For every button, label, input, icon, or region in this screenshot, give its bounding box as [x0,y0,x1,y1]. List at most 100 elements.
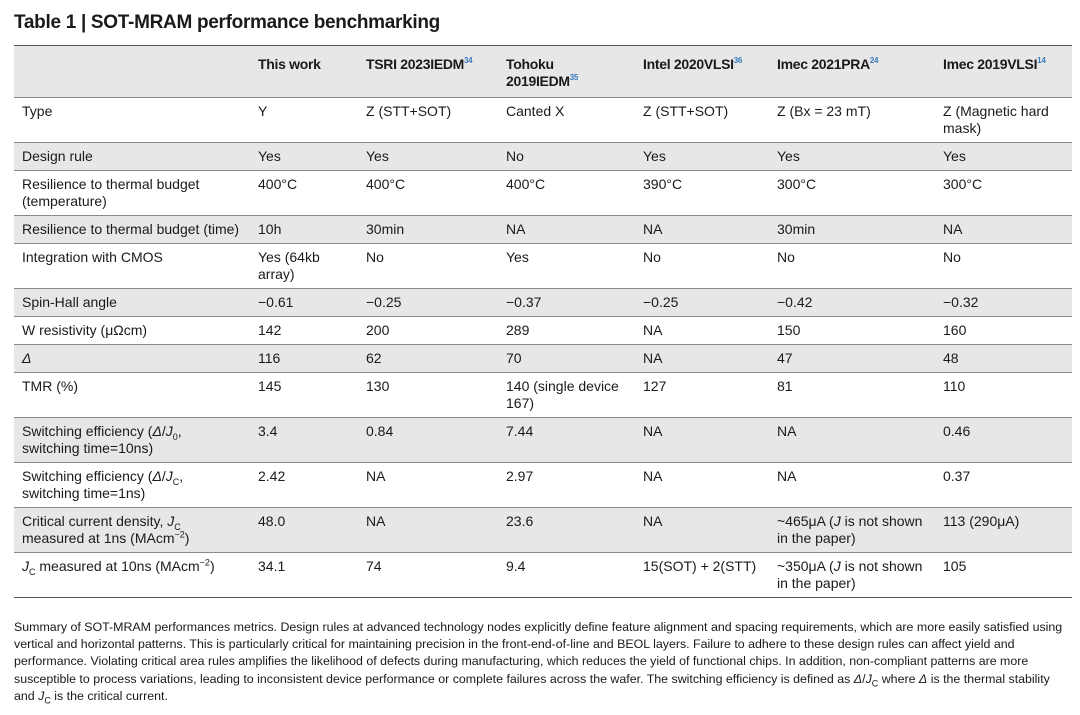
column-header: This work [250,45,358,98]
text-run: is the critical current. [50,688,168,703]
reference: 36 [733,56,743,65]
table-cell: 0.46 [935,418,1072,463]
table-cell: 70 [498,345,635,373]
table-row: Switching efficiency (Δ/J0, switching ti… [14,417,1072,463]
table-cell: 105 [935,553,1072,598]
text-run: 160 [943,322,967,338]
text-run: No [777,249,795,265]
table-cell: Yes (64kb array) [250,244,358,289]
text-run: Summary of SOT-MRAM performances metrics… [14,620,1063,686]
text-run: NA [366,468,386,484]
text-run: ~350μA ( [777,558,834,574]
row-label: W resistivity (μΩcm) [14,317,250,345]
text-run: No [943,249,961,265]
table-cell: 0.84 [358,418,498,463]
table-row: Resilience to thermal budget (time) 10h 30… [14,215,1072,244]
text-run: ) [209,558,215,574]
table-cell: NA [635,345,769,373]
text-run: W resistivity (μΩcm) [22,322,148,338]
table-cell: Yes [358,143,498,171]
styled-run: J [833,513,841,529]
table-cell: ~465μA (J is not shown in the paper) [769,508,935,553]
column-label: Imec 2021PRA [777,56,870,72]
table-row: Resilience to thermal budget (temperatur… [14,170,1072,216]
table-cell: NA [935,216,1072,244]
table-cell: 140 (single device 167) [498,373,635,418]
column-header: Imec 2019VLSI14 [935,45,1072,98]
text-run: is not shown in the paper) [777,513,923,546]
text-run: NA [643,423,663,439]
text-run: , switching time=1ns) [22,468,184,501]
reference: 24 [869,56,879,65]
text-run: NA [643,350,663,366]
table-cell: NA [635,216,769,244]
table-cell: 15(SOT) + 2(STT) [635,553,769,598]
text-run: TMR (%) [22,378,78,394]
table-cell: NA [769,418,935,463]
row-label: Resilience to thermal budget (temperatur… [14,171,250,216]
text-run: 15(SOT) + 2(STT) [643,558,757,574]
text-run: Resilience to thermal budget (time) [22,221,240,237]
column-label: Intel 2020VLSI [643,56,734,72]
styled-run: Δ [152,468,162,484]
table-row: Design rule Yes Yes No Yes Yes Yes [14,142,1072,171]
row-label: Switching efficiency (Δ/JC, switching ti… [14,463,250,508]
column-header: TSRI 2023IEDM34 [358,45,498,98]
text-run: 7.44 [506,423,534,439]
row-label: TMR (%) [14,373,250,418]
table-cell: NA [635,418,769,463]
styled-run: −2 [199,557,210,568]
table-cell: No [935,244,1072,289]
table-cell: Yes [769,143,935,171]
table-cell: −0.25 [358,289,498,317]
table-cell: 300°C [935,171,1072,216]
row-label: Critical current density, JC measured at… [14,508,250,553]
row-label: Spin-Hall angle [14,289,250,317]
text-run: Canted X [506,103,565,119]
table-cell: 130 [358,373,498,418]
table-cell: 2.42 [250,463,358,508]
text-run: NA [943,221,963,237]
table-cell: −0.42 [769,289,935,317]
table-cell: −0.61 [250,289,358,317]
benchmark-table: This work TSRI 2023IEDM34 Tohoku 2019IEDM 3… [14,45,1072,598]
column-label: Tohoku 2019IEDM [506,56,570,89]
text-run: Type [22,103,53,119]
styled-run: Δ [918,671,928,686]
table-cell: Z (STT+SOT) [635,98,769,143]
text-run: ) [184,530,190,546]
table-cell: 289 [498,317,635,345]
text-run: 48.0 [258,513,286,529]
table-cell: 400°C [358,171,498,216]
table-row: Type Y Z (STT+SOT) Canted X Z (STT+SOT) Z (Bx… [14,97,1072,143]
column-header: Intel 2020VLSI36 [635,45,769,98]
table-cell: 400°C [498,171,635,216]
text-run: 400°C [506,176,546,192]
row-label: Switching efficiency (Δ/J0, switching ti… [14,418,250,463]
text-run: −0.37 [506,294,542,310]
row-label: JC measured at 10ns (MAcm−2) [14,553,250,598]
corner-cell [14,45,250,98]
table-cell: NA [635,317,769,345]
text-run: is not shown in the paper) [777,558,923,591]
row-label: Type [14,98,250,143]
text-run: Resilience to thermal budget (temperatur… [22,176,200,209]
table-cell: 9.4 [498,553,635,598]
styled-run: J [38,688,45,703]
text-run: No [643,249,661,265]
table-cell: 34.1 [250,553,358,598]
text-run: 400°C [258,176,298,192]
table-row: TMR (%) 145 130 140 (single device 167) 127 8… [14,372,1072,418]
text-run: −0.61 [258,294,294,310]
text-run: Design rule [22,148,93,164]
styled-run: C [44,695,51,706]
text-run: , switching time=10ns) [22,423,182,456]
text-run: 47 [777,350,793,366]
text-run: measured at 1ns (MAcm [22,530,175,546]
styled-run: 0 [172,431,178,442]
column-label: Imec 2019VLSI [943,56,1038,72]
text-run: Yes (64kb array) [258,249,320,282]
table-cell: 7.44 [498,418,635,463]
table-cell: No [635,244,769,289]
